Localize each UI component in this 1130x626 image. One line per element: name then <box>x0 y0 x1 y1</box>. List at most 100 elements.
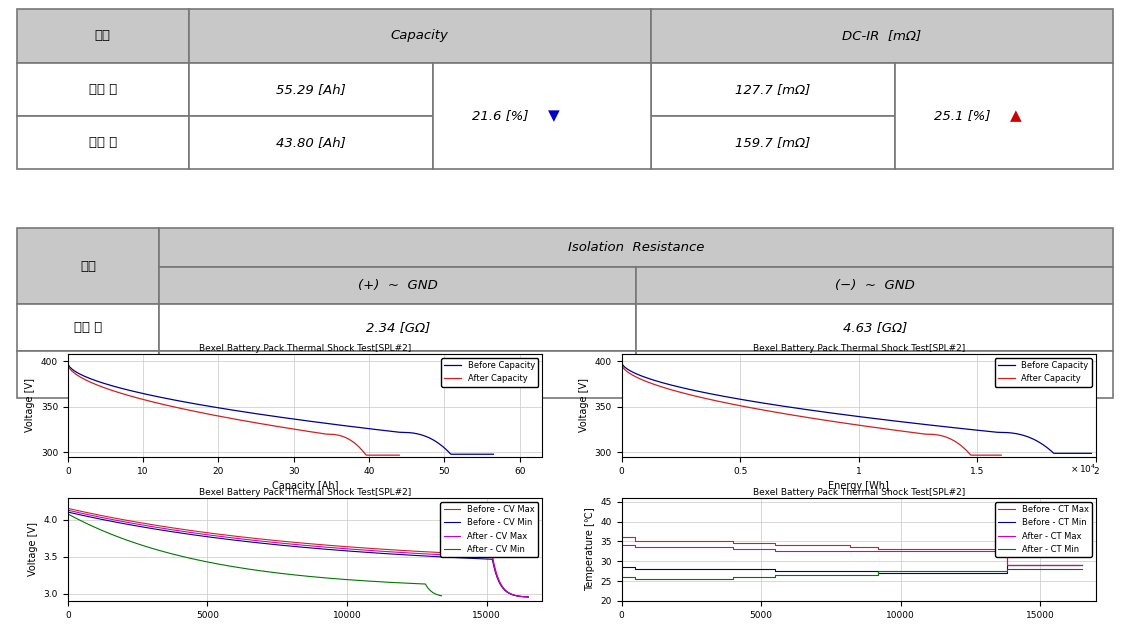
After - CT Max <box>628 541 642 549</box>
After - CT Min <box>615 573 628 581</box>
After - CT Max <box>727 545 740 553</box>
Title: Bexel Battery Pack Thermal Shock Test[SPL#2]: Bexel Battery Pack Thermal Shock Test[SP… <box>199 344 411 353</box>
Before - CV Max <box>408 547 421 555</box>
After - CT Max <box>1000 562 1014 569</box>
Line: After Capacity: After Capacity <box>68 364 399 455</box>
Before - CT Min <box>727 565 740 573</box>
After - CT Max <box>871 548 885 555</box>
Before - CT Max <box>871 545 885 553</box>
Before - CT Min <box>871 567 885 575</box>
Line: Before Capacity: Before Capacity <box>68 363 494 454</box>
After - CT Min <box>844 572 858 579</box>
After Capacity <box>889 426 903 434</box>
After - CT Min <box>871 572 885 579</box>
After Capacity <box>765 408 779 415</box>
Legend: Before - CV Max, Before - CV Min, After - CV Max, After - CV Min: Before - CV Max, Before - CV Min, After … <box>441 502 538 557</box>
Before - CV Min <box>522 593 536 601</box>
Before - CT Max <box>628 533 642 540</box>
Before Capacity <box>200 402 214 409</box>
Text: 항목: 항목 <box>80 260 96 272</box>
Before Capacity <box>229 407 243 414</box>
Before Capacity <box>1048 449 1061 457</box>
After Capacity <box>392 451 406 459</box>
Title: Bexel Battery Pack Thermal Shock Test[SPL#2]: Bexel Battery Pack Thermal Shock Test[SP… <box>199 488 411 497</box>
Bar <box>17 9 189 63</box>
Before - CV Min <box>269 541 282 548</box>
Text: (−)  ~  GND: (−) ~ GND <box>835 279 914 292</box>
Before - CT Max <box>768 540 782 547</box>
Before Capacity <box>767 401 781 409</box>
X-axis label: Time [sec]: Time [sec] <box>279 625 331 626</box>
Bar <box>189 116 433 169</box>
Legend: Before Capacity, After Capacity: Before Capacity, After Capacity <box>441 358 538 387</box>
Before - CV Max <box>180 526 193 533</box>
Bar <box>159 228 1113 267</box>
After - CT Min <box>1076 565 1089 573</box>
After - CT Min <box>727 575 740 583</box>
Bar <box>189 63 433 116</box>
Before Capacity <box>671 383 685 391</box>
Before - CT Min <box>628 563 642 571</box>
Before - CT Max <box>1000 562 1014 569</box>
Bar <box>159 267 636 304</box>
Before - CV Max <box>61 505 75 512</box>
After - CT Max <box>1076 562 1089 569</box>
Before - CT Max <box>871 543 885 551</box>
After - CT Min <box>628 575 642 583</box>
After Capacity <box>301 428 314 435</box>
Title: Bexel Battery Pack Thermal Shock Test[SPL#2]: Bexel Battery Pack Thermal Shock Test[SP… <box>753 488 965 497</box>
Before Capacity <box>329 421 342 428</box>
After - CV Max <box>522 593 536 601</box>
Bar <box>433 63 651 169</box>
Before - CT Max <box>727 540 740 547</box>
Text: 시험 전: 시험 전 <box>88 83 116 96</box>
After Capacity <box>302 428 315 435</box>
Text: Capacity: Capacity <box>391 29 449 43</box>
Before - CT Min <box>1000 570 1014 577</box>
After - CT Min <box>844 572 858 579</box>
Before - CT Max <box>844 543 858 551</box>
Before - CT Min <box>615 563 628 571</box>
Bar <box>17 63 189 116</box>
After - CV Max <box>180 528 193 536</box>
After - CT Min <box>1000 567 1014 575</box>
Text: 시험 후: 시험 후 <box>75 367 103 381</box>
Line: After - CT Min: After - CT Min <box>622 569 1083 579</box>
Before Capacity <box>61 359 75 367</box>
Text: 1.52 [GΩ]: 1.52 [GΩ] <box>843 367 906 381</box>
Text: 43.80 [Ah]: 43.80 [Ah] <box>276 136 346 149</box>
Y-axis label: Voltage [V]: Voltage [V] <box>25 378 35 433</box>
Text: 4.63 [GΩ]: 4.63 [GΩ] <box>843 321 906 334</box>
Text: ▼: ▼ <box>548 108 559 123</box>
Line: After - CV Max: After - CV Max <box>68 510 529 597</box>
After - CT Max <box>768 545 782 553</box>
Before Capacity <box>371 426 384 433</box>
Before - CT Max <box>628 533 642 540</box>
After - CT Max <box>871 548 885 555</box>
Bar <box>17 304 159 351</box>
Bar <box>651 63 895 116</box>
Before Capacity <box>445 451 459 458</box>
Before - CT Max <box>768 541 782 549</box>
Before - CV Min <box>142 525 156 532</box>
After Capacity <box>192 409 206 416</box>
Before - CV Max <box>142 520 156 528</box>
Bar <box>17 116 189 169</box>
Before - CV Min <box>180 530 193 538</box>
Before - CT Max <box>628 533 642 540</box>
Bar <box>636 304 1113 351</box>
Before - CV Min <box>332 546 346 554</box>
Y-axis label: Temperature [℃]: Temperature [℃] <box>584 508 594 591</box>
Title: Bexel Battery Pack Thermal Shock Test[SPL#2]: Bexel Battery Pack Thermal Shock Test[SP… <box>753 344 965 353</box>
Text: 127.7 [mΩ]: 127.7 [mΩ] <box>736 83 810 96</box>
After - CT Min <box>871 567 885 575</box>
After Capacity <box>853 422 867 429</box>
After - CT Max <box>1000 548 1014 555</box>
After Capacity <box>660 385 673 393</box>
Before - CT Min <box>628 565 642 573</box>
After - CV Max <box>269 539 282 546</box>
Bar <box>636 267 1113 304</box>
Before - CT Max <box>1000 545 1014 553</box>
Before - CV Max <box>522 593 536 601</box>
Before Capacity <box>801 406 815 414</box>
